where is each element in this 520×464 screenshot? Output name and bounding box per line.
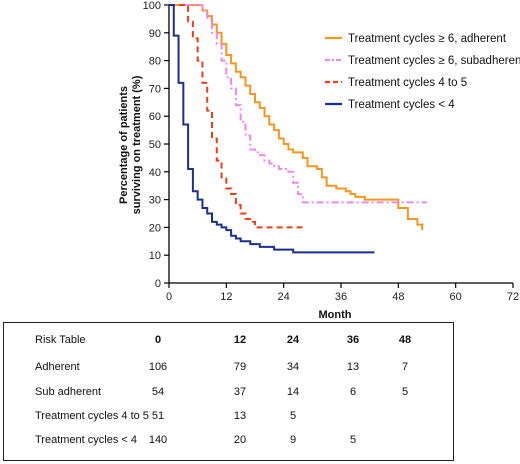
series-line-4 xyxy=(169,4,375,254)
risk-table-cell: 54 xyxy=(151,386,165,398)
y-axis: 0 10 20 30 40 50 60 70 80 90 100 xyxy=(143,0,170,290)
y-tick-label: 40 xyxy=(149,167,161,179)
x-tick-label: 72 xyxy=(507,291,519,303)
risk-table-timepoint: 12 xyxy=(233,334,247,346)
risk-table-cell: 7 xyxy=(401,361,409,373)
risk-table-timepoint: 24 xyxy=(286,334,300,346)
series-lines xyxy=(169,4,427,254)
x-axis-title: Month xyxy=(319,309,352,321)
risk-table-cell: 20 xyxy=(233,434,247,446)
risk-table-header-label: Risk Table xyxy=(35,334,86,346)
risk-table-cell: 79 xyxy=(233,361,247,373)
risk-table-row-label: Adherent xyxy=(35,361,80,373)
y-tick-label: 0 xyxy=(155,278,161,290)
risk-table-cell: 34 xyxy=(286,361,300,373)
y-tick-label: 60 xyxy=(149,111,161,123)
risk-table-timepoint: 48 xyxy=(398,334,412,346)
legend-label-1: Treatment cycles ≥ 6, adherent xyxy=(348,33,507,45)
risk-table-row-label: Sub adherent xyxy=(35,386,102,398)
y-axis-title-line2: surviving on treatment (%) xyxy=(131,75,143,214)
risk-table-timepoint: 36 xyxy=(346,334,360,346)
series-line-2 xyxy=(169,4,427,204)
risk-table-cell: 13 xyxy=(346,361,360,373)
survival-chart: 0 10 20 30 40 50 60 70 80 90 100 0 12 24 36 48 60 72 Per… xyxy=(118,0,520,321)
risk-table-cell: 14 xyxy=(286,386,300,398)
y-tick-label: 100 xyxy=(143,0,161,12)
risk-table-cell: 140 xyxy=(148,434,168,446)
risk-table-cell: 106 xyxy=(148,361,168,373)
x-tick-label: 48 xyxy=(392,291,404,303)
risk-table-cell: 9 xyxy=(289,434,297,446)
risk-table-cell: 6 xyxy=(349,386,357,398)
legend-label-4: Treatment cycles < 4 xyxy=(348,99,455,111)
y-tick-label: 80 xyxy=(149,56,161,68)
y-tick-label: 30 xyxy=(149,195,161,207)
y-tick-label: 50 xyxy=(149,139,161,151)
risk-table-cell: 5 xyxy=(349,434,357,446)
x-tick-label: 60 xyxy=(450,291,462,303)
x-tick-label: 36 xyxy=(335,291,347,303)
legend-label-3: Treatment cycles 4 to 5 xyxy=(348,77,467,89)
y-tick-label: 20 xyxy=(149,222,161,234)
risk-table-cell: 37 xyxy=(233,386,247,398)
x-tick-label: 24 xyxy=(278,291,290,303)
risk-table-timepoint: 0 xyxy=(154,334,162,346)
x-tick-label: 0 xyxy=(166,291,172,303)
series-line-3 xyxy=(169,4,303,229)
risk-table-row-label: Treatment cycles < 4 xyxy=(35,434,137,446)
x-axis: 0 12 24 36 48 60 72 xyxy=(166,282,519,303)
risk-table: Risk Table 0 12 24 36 48 Adherent 106 79 34 13 7 Sub… xyxy=(3,322,454,461)
risk-table-cell: 51 xyxy=(151,410,165,422)
y-tick-label: 70 xyxy=(149,83,161,95)
risk-table-cell: 13 xyxy=(233,410,247,422)
risk-table-cell: 5 xyxy=(289,410,297,422)
legend-label-2: Treatment cycles ≥ 6, subadherent xyxy=(348,55,520,67)
y-tick-label: 10 xyxy=(149,250,161,262)
y-tick-label: 90 xyxy=(149,28,161,40)
legend: Treatment cycles ≥ 6, adherent Treatment … xyxy=(325,33,520,111)
risk-table-cell: 5 xyxy=(401,386,409,398)
y-axis-title-line1: Percentage of patients xyxy=(118,86,130,204)
x-tick-label: 12 xyxy=(220,291,232,303)
series-line-1 xyxy=(169,4,424,231)
risk-table-row-label: Treatment cycles 4 to 5 xyxy=(35,410,149,422)
